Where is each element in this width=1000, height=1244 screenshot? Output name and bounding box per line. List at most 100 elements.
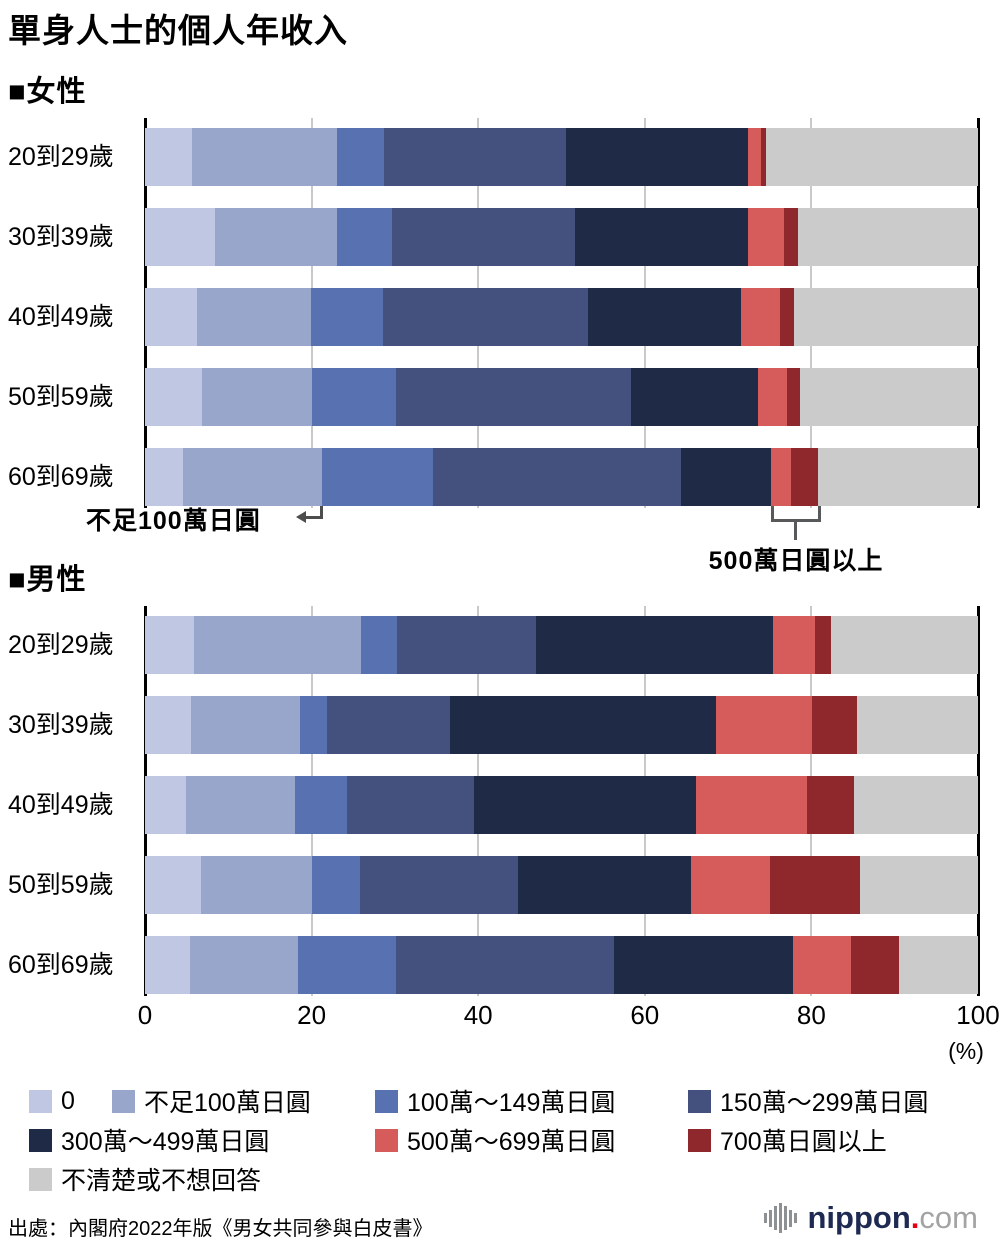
legend-swatch-icon	[375, 1128, 398, 1152]
bar-segment	[299, 696, 327, 754]
legend-swatch-icon	[375, 1089, 398, 1113]
legend-item: 150萬～299萬日圓	[688, 1086, 929, 1117]
bar-segment	[769, 856, 860, 914]
age-label-men-0: 20到29歲	[8, 631, 114, 659]
bar-segment	[799, 368, 978, 426]
bar-segment	[183, 448, 323, 506]
legend-item: 不足100萬日圓	[112, 1086, 311, 1117]
age-label-women-3: 50到59歲	[8, 383, 114, 411]
bar-segment	[200, 856, 312, 914]
age-label-men-2: 40到49歲	[8, 791, 114, 819]
bar-segment	[359, 856, 519, 914]
soundwave-icon	[763, 1203, 799, 1233]
logo-dot: .	[910, 1200, 920, 1235]
bar-segment	[194, 616, 361, 674]
bar-row-women-30到39歲	[145, 208, 978, 266]
bar-segment	[715, 696, 813, 754]
bar-segment	[192, 128, 338, 186]
bar-segment	[574, 208, 749, 266]
bar-segment	[783, 208, 799, 266]
annotation-over-500man: 500萬日圓以上	[708, 547, 884, 575]
bar-row-men-40到49歲	[145, 776, 978, 834]
bar-row-women-40到49歲	[145, 288, 978, 346]
bar-segment	[145, 368, 202, 426]
section-header-women: ■女性	[8, 76, 87, 108]
bar-segment	[449, 696, 716, 754]
legend-item: 700萬日圓以上	[688, 1125, 887, 1156]
bar-segment	[145, 288, 198, 346]
bar-segment	[294, 776, 348, 834]
chart-men: 20到29歲 30到39歲 40到49歲 50到59歲 60到69歲	[0, 606, 1000, 996]
bar-segment	[518, 856, 691, 914]
age-label-women-1: 30到39歲	[8, 223, 114, 251]
axis-line	[976, 118, 980, 508]
age-label-men-3: 50到59歲	[8, 871, 114, 899]
legend-label: 700萬日圓以上	[720, 1128, 887, 1156]
age-label-women-0: 20到29歲	[8, 143, 114, 171]
bar-segment	[773, 616, 815, 674]
bar-segment	[748, 208, 784, 266]
bar-segment	[760, 128, 767, 186]
bar-segment	[185, 776, 295, 834]
legend-label: 150萬～299萬日圓	[720, 1089, 929, 1117]
bar-segment	[347, 776, 474, 834]
legend-label: 100萬～149萬日圓	[407, 1089, 616, 1117]
section-header-men: ■男性	[8, 564, 87, 596]
bar-segment	[850, 936, 899, 994]
bar-segment	[145, 616, 195, 674]
bar-segment	[145, 856, 201, 914]
bar-segment	[807, 776, 854, 834]
bar-segment	[145, 448, 184, 506]
legend-swatch-icon	[29, 1167, 52, 1191]
x-tick-label-20: 20	[297, 1000, 327, 1030]
age-label-women-2: 40到49歲	[8, 303, 114, 331]
bar-segment	[771, 448, 792, 506]
bar-row-men-60到69歲	[145, 936, 978, 994]
bar-segment	[613, 936, 794, 994]
bar-segment	[681, 448, 772, 506]
bar-segment	[535, 616, 774, 674]
annotation-arrow-head-icon	[296, 511, 306, 523]
bar-segment	[145, 208, 215, 266]
bar-segment	[859, 856, 978, 914]
x-tick-label-60: 60	[630, 1000, 660, 1030]
bar-segment	[326, 696, 450, 754]
bar-segment	[145, 128, 193, 186]
bar-segment	[312, 368, 396, 426]
age-label-women-4: 60到69歲	[8, 463, 114, 491]
bar-segment	[384, 128, 567, 186]
bar-segment	[766, 128, 978, 186]
age-label-men-4: 60到69歲	[8, 951, 114, 979]
bar-segment	[383, 288, 589, 346]
bar-segment	[696, 776, 808, 834]
bar-segment	[189, 936, 299, 994]
bar-segment	[588, 288, 742, 346]
bar-segment	[190, 696, 300, 754]
bar-row-men-50到59歲	[145, 856, 978, 914]
age-label-men-1: 30到39歲	[8, 711, 114, 739]
bar-segment	[337, 128, 385, 186]
legend-item: 500萬～699萬日圓	[375, 1125, 616, 1156]
legend-item: 0	[29, 1086, 75, 1116]
legend-label: 0	[61, 1086, 75, 1115]
bracket-right	[818, 506, 821, 522]
x-axis-unit-label: (%)	[948, 1038, 984, 1064]
bar-segment	[631, 368, 759, 426]
bar-row-women-60到69歲	[145, 448, 978, 506]
bar-row-men-30到39歲	[145, 696, 978, 754]
bar-segment	[145, 696, 191, 754]
bar-segment	[311, 856, 360, 914]
bar-segment	[474, 776, 697, 834]
bar-segment	[310, 288, 384, 346]
annotation-arrow-line	[306, 516, 323, 519]
legend-label: 500萬～699萬日圓	[407, 1128, 616, 1156]
bar-segment	[145, 776, 186, 834]
x-tick-label-100: 100	[956, 1000, 1000, 1030]
bar-segment	[748, 128, 761, 186]
logo-name: nippon	[807, 1200, 911, 1235]
bar-segment	[397, 616, 536, 674]
bar-segment	[336, 208, 393, 266]
bar-segment	[360, 616, 398, 674]
bar-segment	[392, 208, 575, 266]
